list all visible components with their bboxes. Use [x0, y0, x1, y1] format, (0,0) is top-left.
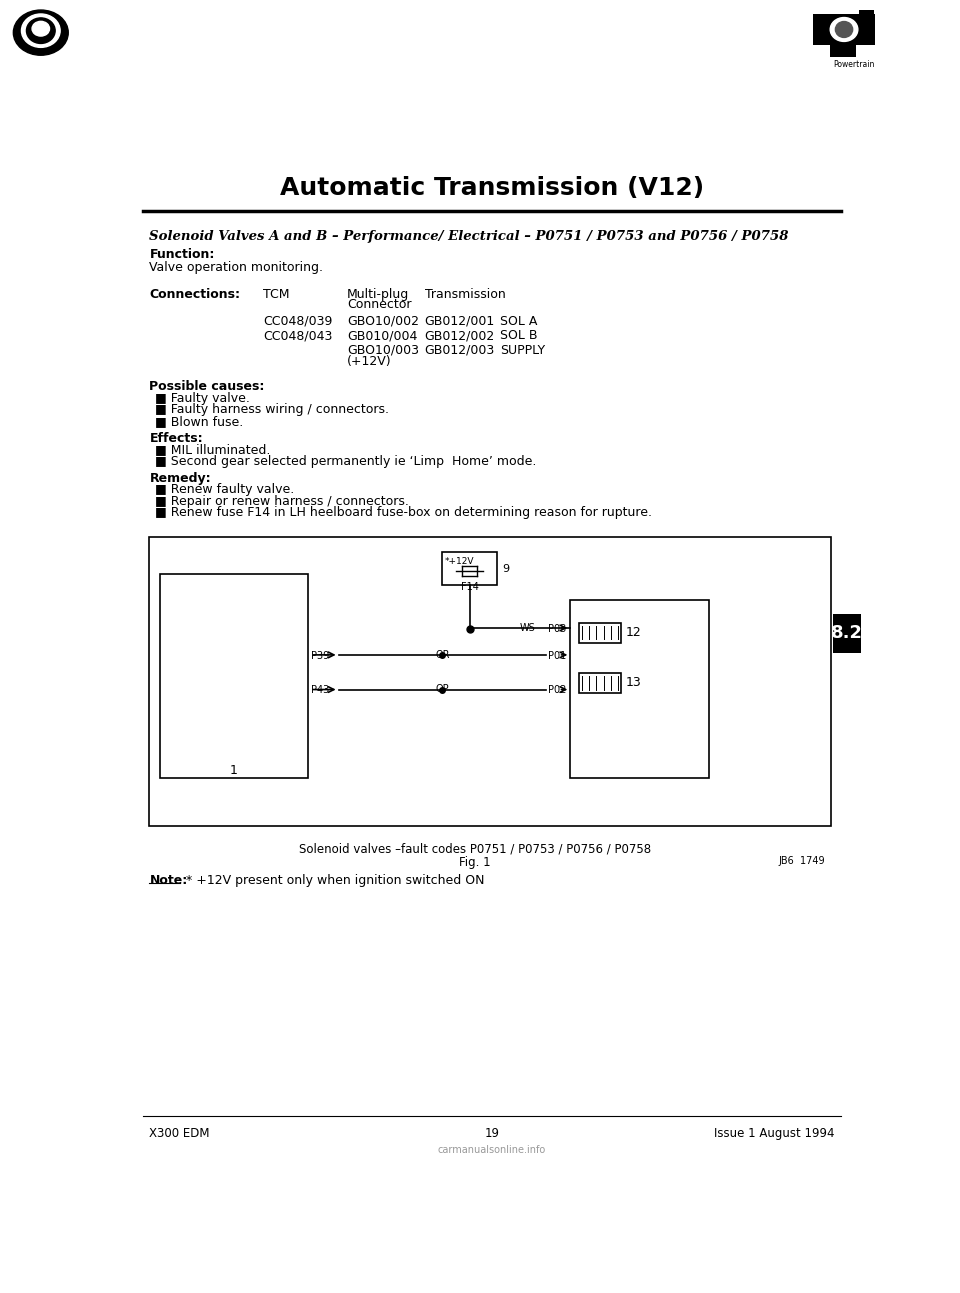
Ellipse shape [13, 10, 68, 56]
Text: carmanualsonline.info: carmanualsonline.info [438, 1144, 546, 1155]
Text: GBO10/002: GBO10/002 [348, 314, 420, 327]
Text: ■ MIL illuminated.: ■ MIL illuminated. [155, 443, 271, 456]
Text: ■ Faulty valve.: ■ Faulty valve. [155, 392, 250, 405]
Text: (+12V): (+12V) [348, 354, 392, 367]
Text: SUPPLY: SUPPLY [500, 344, 545, 357]
Ellipse shape [27, 18, 55, 44]
Text: Remedy:: Remedy: [150, 472, 211, 485]
Text: 19: 19 [485, 1127, 499, 1140]
Text: 1: 1 [230, 764, 238, 777]
Text: 9: 9 [502, 564, 509, 574]
Text: Powertrain: Powertrain [833, 59, 876, 69]
Text: GB012/002: GB012/002 [424, 330, 494, 343]
Text: Note:: Note: [150, 874, 188, 887]
Text: WS: WS [519, 622, 535, 632]
Text: P43: P43 [311, 685, 329, 696]
Text: Connections:: Connections: [150, 287, 240, 300]
Text: Transmission: Transmission [424, 287, 505, 300]
FancyBboxPatch shape [858, 9, 875, 19]
Text: P01: P01 [548, 650, 566, 661]
Bar [160, 574, 307, 778]
Text: SOL B: SOL B [500, 330, 538, 343]
Ellipse shape [32, 21, 50, 36]
Ellipse shape [21, 14, 60, 48]
Text: P39: P39 [311, 650, 329, 661]
Text: ■ Second gear selected permanently ie ‘Limp  Home’ mode.: ■ Second gear selected permanently ie ‘L… [155, 455, 537, 468]
Text: X300 EDM: X300 EDM [150, 1127, 210, 1140]
Text: P03: P03 [548, 623, 566, 634]
Text: SOL A: SOL A [500, 314, 538, 327]
Ellipse shape [830, 18, 858, 41]
Text: GB010/004: GB010/004 [348, 330, 418, 343]
Text: Effects:: Effects: [150, 432, 204, 445]
Text: Fig. 1: Fig. 1 [459, 856, 491, 869]
Bar [569, 600, 709, 778]
Text: Function:: Function: [150, 248, 215, 261]
Text: ■ Repair or renew harness / connectors.: ■ Repair or renew harness / connectors. [155, 495, 409, 508]
Text: GBO10/003: GBO10/003 [348, 344, 420, 357]
Text: *+12V: *+12V [444, 557, 474, 566]
Text: Automatic Transmission (V12): Automatic Transmission (V12) [280, 176, 704, 199]
Text: Connector: Connector [348, 299, 412, 312]
Text: TCM: TCM [263, 287, 290, 300]
Text: GB012/001: GB012/001 [424, 314, 494, 327]
FancyBboxPatch shape [830, 44, 856, 57]
Bar [442, 552, 497, 584]
Text: Multi-plug: Multi-plug [348, 287, 409, 300]
Text: CC048/043: CC048/043 [263, 330, 333, 343]
Text: Issue 1 August 1994: Issue 1 August 1994 [714, 1127, 834, 1140]
Ellipse shape [835, 22, 852, 37]
Text: Possible causes:: Possible causes: [150, 380, 265, 393]
FancyBboxPatch shape [813, 14, 876, 45]
Text: ■ Faulty harness wiring / connectors.: ■ Faulty harness wiring / connectors. [155, 403, 389, 416]
Text: 12: 12 [626, 626, 642, 640]
Text: ■ Renew faulty valve.: ■ Renew faulty valve. [155, 484, 294, 497]
Text: OR: OR [435, 649, 449, 659]
Text: ■ Renew fuse F14 in LH heelboard fuse-box on determining reason for rupture.: ■ Renew fuse F14 in LH heelboard fuse-bo… [155, 507, 652, 520]
Text: OP: OP [436, 684, 449, 694]
Text: 8.2: 8.2 [831, 625, 863, 643]
Bar [833, 614, 861, 653]
Bar [150, 537, 831, 826]
Text: Valve operation monitoring.: Valve operation monitoring. [150, 261, 324, 274]
Text: CC048/039: CC048/039 [263, 314, 333, 327]
Text: 13: 13 [626, 676, 642, 689]
Text: Solenoid Valves A and B – Performance/ Electrical – P0751 / P0753 and P0756 / P0: Solenoid Valves A and B – Performance/ E… [150, 230, 789, 243]
Text: P02: P02 [548, 685, 566, 696]
Text: * +12V present only when ignition switched ON: * +12V present only when ignition switch… [186, 874, 485, 887]
Text: ■ Blown fuse.: ■ Blown fuse. [155, 415, 243, 428]
Text: F14: F14 [461, 582, 478, 592]
Bar [579, 623, 621, 643]
Text: Solenoid valves –fault codes P0751 / P0753 / P0756 / P0758: Solenoid valves –fault codes P0751 / P07… [299, 843, 651, 856]
Text: GB012/003: GB012/003 [424, 344, 494, 357]
Text: JB6  1749: JB6 1749 [779, 856, 826, 866]
Bar [579, 674, 621, 693]
